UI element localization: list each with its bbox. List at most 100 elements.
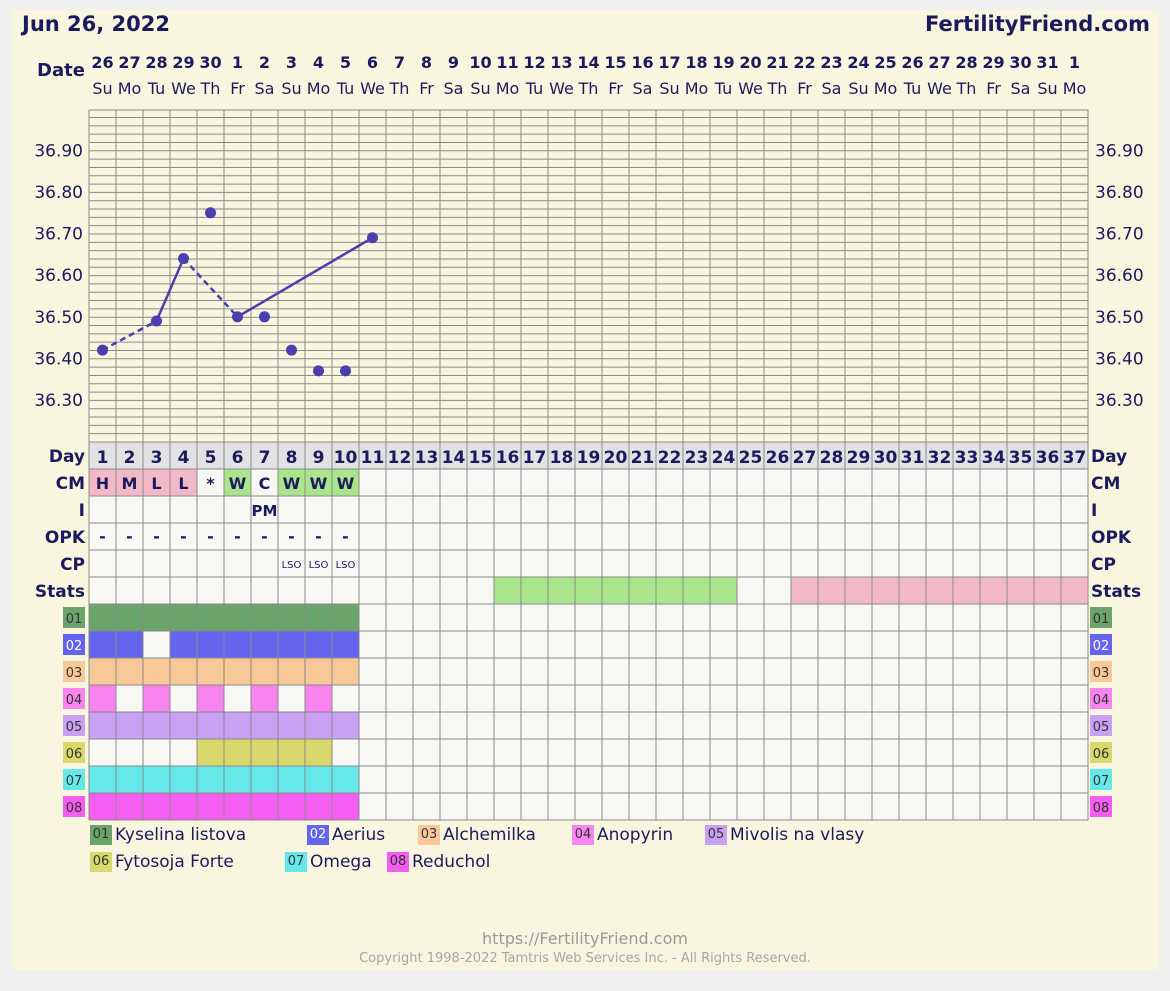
supplement-badge-right — [1090, 634, 1112, 655]
date-tick-label: 28 — [145, 53, 167, 72]
supplement-cell — [143, 685, 170, 712]
cm-value: H — [96, 474, 109, 493]
supplement-cell — [332, 604, 359, 631]
opk-value: - — [153, 527, 160, 546]
cm-value: W — [310, 474, 328, 493]
row-label-right: OPK — [1091, 528, 1132, 548]
y-tick-label-right: 36.40 — [1095, 349, 1144, 369]
supplement-code-right: 06 — [1093, 747, 1110, 762]
y-tick-label-right: 36.30 — [1095, 391, 1144, 411]
cycle-day-label: 8 — [286, 448, 298, 468]
supplement-cell — [251, 739, 278, 766]
cycle-day-label: 6 — [232, 448, 244, 468]
footer-url[interactable]: https://FertilityFriend.com — [482, 929, 688, 948]
y-tick-label-right: 36.50 — [1095, 308, 1144, 328]
date-tick-label: 15 — [604, 53, 626, 72]
opk-value: - — [288, 527, 295, 546]
date-tick-label: 20 — [739, 53, 761, 72]
cm-value: L — [151, 474, 161, 493]
supplement-cell — [143, 604, 170, 631]
footer-copyright: Copyright 1998-2022 Tamtris Web Services… — [359, 951, 811, 966]
opk-value: - — [261, 527, 268, 546]
weekday-tick-label: Fr — [797, 79, 812, 98]
weekday-tick-label: Sa — [255, 79, 275, 98]
temp-line-dashed — [101, 319, 158, 352]
weekday-tick-label: Fr — [608, 79, 623, 98]
temp-point — [367, 232, 378, 244]
cycle-day-label: 7 — [259, 448, 271, 468]
supplement-cell — [251, 766, 278, 793]
date-tick-label: 16 — [631, 53, 653, 72]
cycle-day-label: 32 — [928, 448, 952, 468]
supplement-cell — [332, 766, 359, 793]
row-label-right: CM — [1091, 474, 1120, 494]
y-tick-label-left: 36.90 — [34, 141, 83, 161]
supplement-code-right: 03 — [1093, 666, 1110, 681]
supplement-badge-left — [63, 796, 85, 817]
date-tick-label: 8 — [421, 53, 432, 72]
supplement-cell — [278, 766, 305, 793]
date-tick-label: 23 — [820, 53, 842, 72]
supplement-cell — [143, 658, 170, 685]
legend-item-05: 05 Mivolis na vlasy — [705, 824, 864, 846]
supplement-cell — [332, 658, 359, 685]
date-tick-label: 17 — [658, 53, 680, 72]
y-tick-label-right: 36.90 — [1095, 141, 1144, 161]
supplement-cell — [224, 739, 251, 766]
temp-point — [340, 365, 351, 377]
supplement-cell — [170, 712, 197, 739]
date-tick-label: 19 — [712, 53, 734, 72]
y-tick-label-right: 36.70 — [1095, 225, 1144, 245]
cm-cell-bg — [278, 469, 305, 496]
y-tick-label-left: 36.40 — [34, 349, 83, 369]
weekday-tick-label: Th — [956, 79, 977, 98]
date-tick-label: 1 — [232, 53, 243, 72]
site-name[interactable]: FertilityFriend.com — [925, 12, 1150, 36]
supplement-badge-left — [63, 634, 85, 655]
cm-cell-bg — [224, 469, 251, 496]
supplement-cell — [197, 604, 224, 631]
opk-value: - — [180, 527, 187, 546]
temp-line-dashed — [182, 257, 239, 318]
row-label-right: CP — [1091, 555, 1116, 575]
chart-date-title: Jun 26, 2022 — [22, 12, 170, 36]
supplement-cell — [251, 631, 278, 658]
supplement-cell — [278, 604, 305, 631]
supplement-badge-left — [63, 742, 85, 763]
weekday-tick-label: Sa — [822, 79, 842, 98]
cp-value: LSO — [336, 560, 356, 571]
cm-cell-bg — [116, 469, 143, 496]
cm-value: W — [229, 474, 247, 493]
legend-label-02: Aerius — [332, 825, 386, 845]
supplement-badge-left — [63, 769, 85, 790]
supplement-cell — [197, 793, 224, 820]
supplement-code-left: 06 — [66, 747, 83, 762]
cycle-day-label: 26 — [766, 448, 790, 468]
supplement-code-left: 07 — [66, 774, 83, 789]
supplement-cell — [224, 604, 251, 631]
weekday-tick-label: We — [738, 79, 763, 98]
temp-line — [155, 258, 185, 322]
date-tick-label: 14 — [577, 53, 599, 72]
supplement-cell — [116, 604, 143, 631]
supplement-cell — [305, 685, 332, 712]
date-tick-label: 25 — [874, 53, 896, 72]
supplement-code-left: 04 — [66, 693, 83, 708]
day-row-bg — [89, 442, 1088, 469]
weekday-tick-label: Tu — [525, 79, 543, 98]
weekday-tick-label: Mo — [1063, 79, 1087, 98]
supplement-cell — [224, 766, 251, 793]
opk-value: - — [342, 527, 349, 546]
cm-value: W — [337, 474, 355, 493]
cycle-day-label: 34 — [982, 448, 1006, 468]
supplement-cell — [305, 631, 332, 658]
cycle-day-label: 25 — [739, 448, 763, 468]
supplement-code-right: 08 — [1093, 801, 1110, 816]
supplement-badge-left — [63, 688, 85, 709]
weekday-tick-label: Su — [1037, 79, 1057, 98]
supplement-code-right: 05 — [1093, 720, 1110, 735]
date-tick-label: 11 — [496, 53, 518, 72]
supplement-code-left: 08 — [66, 801, 83, 816]
date-tick-label: 30 — [199, 53, 221, 72]
supplement-cell — [116, 658, 143, 685]
